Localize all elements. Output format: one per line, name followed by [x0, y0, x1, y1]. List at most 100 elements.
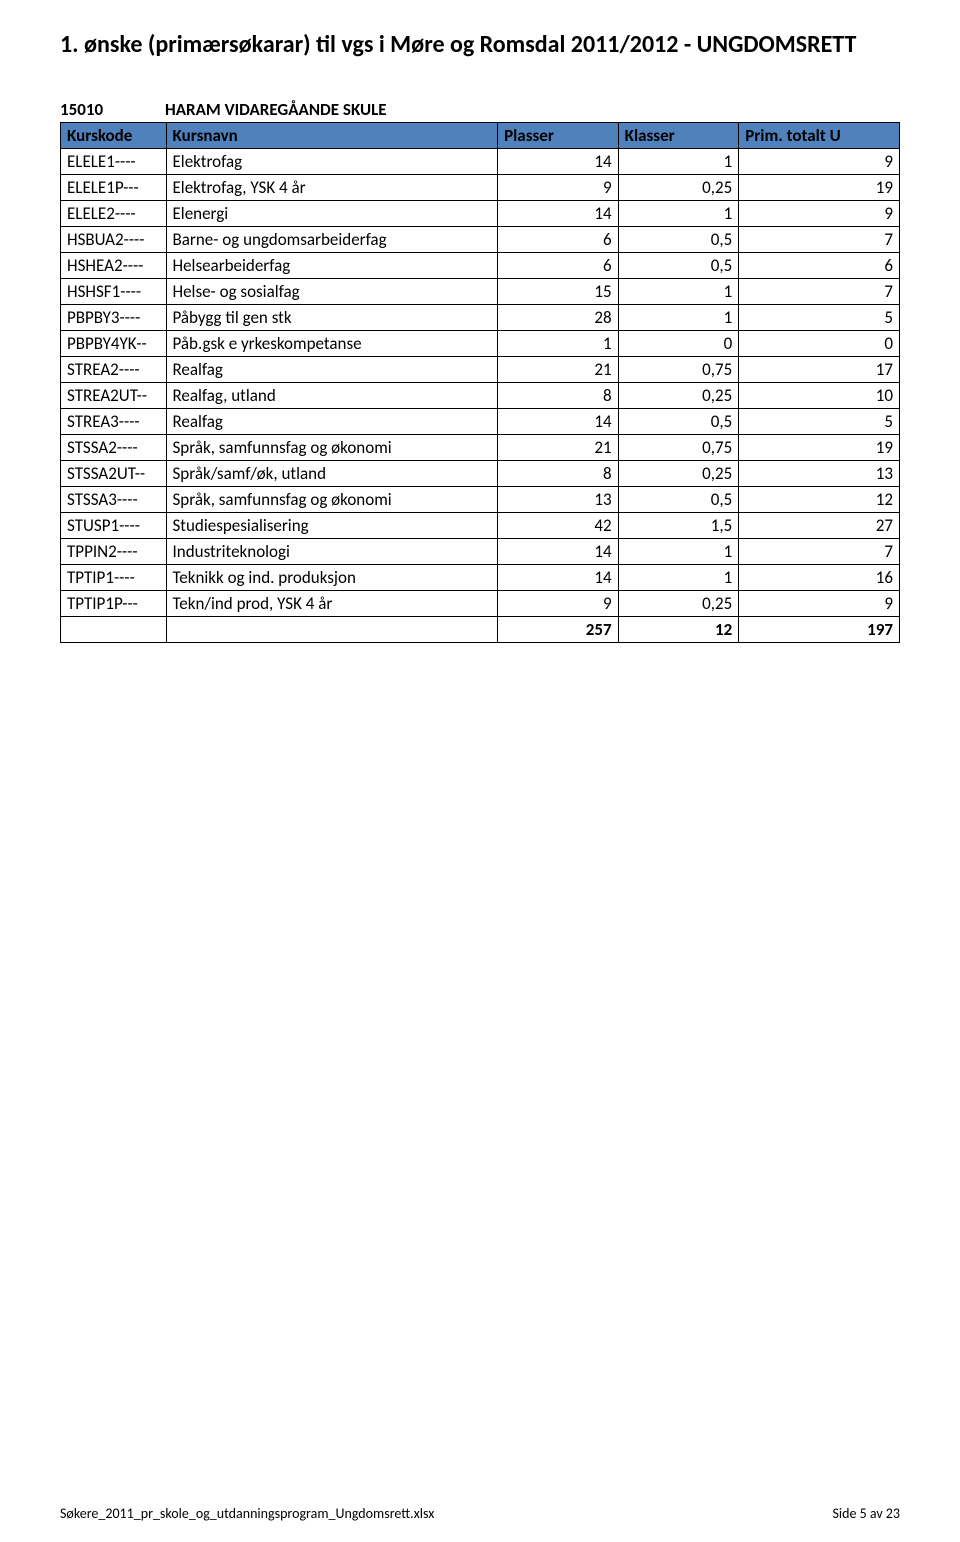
cell-prim: 9 — [739, 149, 900, 175]
school-name: HARAM VIDAREGÅANDE SKULE — [165, 99, 900, 120]
cell-klasser: 0,75 — [618, 357, 739, 383]
table-row: TPTIP1----Teknikk og ind. produksjon1411… — [61, 565, 900, 591]
cell-plasser: 15 — [498, 279, 619, 305]
total-plasser: 257 — [498, 617, 619, 643]
cell-plasser: 13 — [498, 487, 619, 513]
cell-prim: 9 — [739, 201, 900, 227]
table-row: STREA2UT--Realfag, utland80,2510 — [61, 383, 900, 409]
cell-kursnavn: Studiespesialisering — [166, 513, 498, 539]
table-row: STREA2----Realfag210,7517 — [61, 357, 900, 383]
cell-klasser: 1 — [618, 565, 739, 591]
col-header-plasser: Plasser — [498, 123, 619, 149]
cell-plasser: 14 — [498, 201, 619, 227]
cell-kurskode: ELELE2---- — [61, 201, 167, 227]
cell-kurskode: PBPBY3---- — [61, 305, 167, 331]
cell-kurskode: STSSA2UT-- — [61, 461, 167, 487]
cell-kursnavn: Elektrofag, YSK 4 år — [166, 175, 498, 201]
col-header-klasser: Klasser — [618, 123, 739, 149]
cell-kurskode: ELELE1---- — [61, 149, 167, 175]
cell-prim: 9 — [739, 591, 900, 617]
cell-plasser: 14 — [498, 565, 619, 591]
cell-kurskode: HSHEA2---- — [61, 253, 167, 279]
cell-klasser: 1,5 — [618, 513, 739, 539]
cell-prim: 17 — [739, 357, 900, 383]
cell-plasser: 14 — [498, 539, 619, 565]
cell-kursnavn: Realfag — [166, 409, 498, 435]
cell-plasser: 6 — [498, 253, 619, 279]
col-header-prim: Prim. totalt U — [739, 123, 900, 149]
cell-plasser: 28 — [498, 305, 619, 331]
table-row: PBPBY4YK--Påb.gsk e yrkeskompetanse100 — [61, 331, 900, 357]
cell-kursnavn: Språk, samfunnsfag og økonomi — [166, 435, 498, 461]
cell-kurskode: HSBUA2---- — [61, 227, 167, 253]
table-row: ELELE1P---Elektrofag, YSK 4 år90,2519 — [61, 175, 900, 201]
cell-kurskode: TPTIP1P--- — [61, 591, 167, 617]
cell-klasser: 0,5 — [618, 487, 739, 513]
table-row: HSBUA2----Barne- og ungdomsarbeiderfag60… — [61, 227, 900, 253]
cell-kurskode: STUSP1---- — [61, 513, 167, 539]
cell-kurskode: STREA2---- — [61, 357, 167, 383]
school-header: 15010 HARAM VIDAREGÅANDE SKULE — [60, 99, 900, 120]
cell-klasser: 1 — [618, 279, 739, 305]
cell-kursnavn: Tekn/ind prod, YSK 4 år — [166, 591, 498, 617]
col-header-kursnavn: Kursnavn — [166, 123, 498, 149]
cell-prim: 7 — [739, 227, 900, 253]
cell-prim: 27 — [739, 513, 900, 539]
cell-klasser: 0,25 — [618, 591, 739, 617]
cell-plasser: 9 — [498, 591, 619, 617]
table-row: STUSP1----Studiespesialisering421,527 — [61, 513, 900, 539]
cell-kurskode: PBPBY4YK-- — [61, 331, 167, 357]
cell-klasser: 0 — [618, 331, 739, 357]
cell-plasser: 42 — [498, 513, 619, 539]
cell-prim: 6 — [739, 253, 900, 279]
cell-kursnavn: Realfag, utland — [166, 383, 498, 409]
footer-filename: Søkere_2011_pr_skole_og_utdanningsprogra… — [60, 1505, 434, 1522]
cell-klasser: 1 — [618, 149, 739, 175]
cell-plasser: 6 — [498, 227, 619, 253]
cell-kursnavn: Språk, samfunnsfag og økonomi — [166, 487, 498, 513]
cell-prim: 19 — [739, 435, 900, 461]
table-row: STREA3----Realfag140,55 — [61, 409, 900, 435]
cell-prim: 10 — [739, 383, 900, 409]
cell-kurskode: TPPIN2---- — [61, 539, 167, 565]
cell-kursnavn: Industriteknologi — [166, 539, 498, 565]
cell-plasser: 8 — [498, 461, 619, 487]
page-footer: Søkere_2011_pr_skole_og_utdanningsprogra… — [60, 1505, 900, 1522]
cell-klasser: 0,5 — [618, 253, 739, 279]
cell-plasser: 14 — [498, 149, 619, 175]
cell-prim: 7 — [739, 539, 900, 565]
cell-prim: 7 — [739, 279, 900, 305]
page: 1. ønske (primærsøkarar) til vgs i Møre … — [0, 0, 960, 1542]
cell-kursnavn: Helse- og sosialfag — [166, 279, 498, 305]
doc-title: 1. ønske (primærsøkarar) til vgs i Møre … — [60, 30, 900, 59]
cell-kursnavn: Språk/samf/øk, utland — [166, 461, 498, 487]
data-table: Kurskode Kursnavn Plasser Klasser Prim. … — [60, 122, 900, 643]
table-row: STSSA2----Språk, samfunnsfag og økonomi2… — [61, 435, 900, 461]
cell-kursnavn: Realfag — [166, 357, 498, 383]
cell-plasser: 1 — [498, 331, 619, 357]
table-row: PBPBY3----Påbygg til gen stk2815 — [61, 305, 900, 331]
cell-plasser: 21 — [498, 435, 619, 461]
cell-klasser: 0,25 — [618, 461, 739, 487]
cell-kursnavn: Elenergi — [166, 201, 498, 227]
footer-page-number: Side 5 av 23 — [832, 1505, 900, 1522]
table-row: HSHSF1----Helse- og sosialfag1517 — [61, 279, 900, 305]
cell-prim: 5 — [739, 409, 900, 435]
cell-prim: 19 — [739, 175, 900, 201]
cell-kurskode: STREA2UT-- — [61, 383, 167, 409]
cell-plasser: 14 — [498, 409, 619, 435]
table-row: HSHEA2----Helsearbeiderfag60,56 — [61, 253, 900, 279]
table-row: STSSA2UT--Språk/samf/øk, utland80,2513 — [61, 461, 900, 487]
cell-kurskode: TPTIP1---- — [61, 565, 167, 591]
table-total-row: 257 12 197 — [61, 617, 900, 643]
cell-klasser: 0,5 — [618, 409, 739, 435]
cell-kursnavn: Påb.gsk e yrkeskompetanse — [166, 331, 498, 357]
cell-kursnavn: Teknikk og ind. produksjon — [166, 565, 498, 591]
cell-kurskode: STSSA3---- — [61, 487, 167, 513]
cell-kursnavn: Påbygg til gen stk — [166, 305, 498, 331]
total-blank-kode — [61, 617, 167, 643]
cell-prim: 16 — [739, 565, 900, 591]
total-prim: 197 — [739, 617, 900, 643]
cell-kurskode: ELELE1P--- — [61, 175, 167, 201]
cell-kurskode: HSHSF1---- — [61, 279, 167, 305]
